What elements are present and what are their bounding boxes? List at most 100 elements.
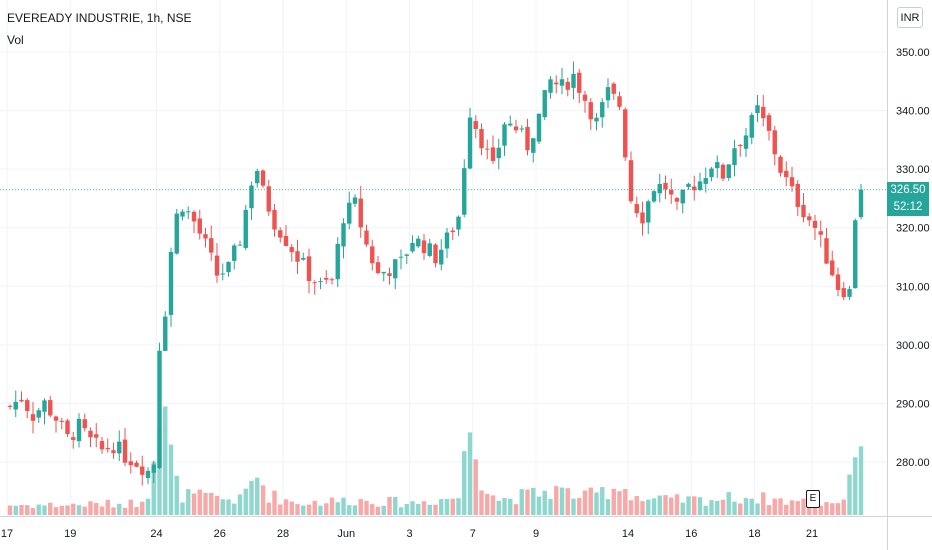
- last-price-label: 326.50: [887, 181, 929, 199]
- volume-bar: [830, 503, 835, 515]
- x-tick-label: 21: [806, 528, 818, 540]
- volume-bar: [88, 501, 93, 515]
- volume-bar: [674, 494, 680, 515]
- candle-body: [30, 414, 36, 421]
- volume-bar: [439, 499, 444, 515]
- candle-body: [784, 170, 789, 178]
- candle-body: [703, 178, 708, 184]
- candle-body: [76, 418, 82, 442]
- volume-bar: [226, 499, 231, 515]
- candle-body: [427, 243, 432, 256]
- volume-bar: [36, 504, 41, 515]
- candle-body: [433, 244, 438, 264]
- candle-body: [456, 216, 461, 230]
- x-tick-label: 24: [150, 528, 162, 540]
- volume-bar: [145, 498, 151, 515]
- volume-bar: [301, 505, 306, 515]
- candlesticks: [0, 61, 887, 486]
- candle-body: [847, 289, 852, 297]
- volume-bar: [858, 446, 864, 515]
- y-tick-label: 290.00: [896, 398, 930, 410]
- volume-bar: [180, 502, 185, 515]
- candle-body: [335, 243, 340, 280]
- candle-body: [513, 126, 519, 131]
- x-tick-label: 26: [214, 528, 226, 540]
- candle-body: [289, 247, 294, 253]
- volume-bar: [42, 505, 47, 515]
- candle-body: [237, 244, 243, 246]
- volume-bar: [651, 498, 657, 515]
- candle-body: [145, 470, 151, 478]
- candle-body: [853, 220, 858, 289]
- volume-bar: [479, 490, 484, 515]
- volume-bar: [709, 500, 714, 515]
- volume-bar: [7, 505, 13, 515]
- x-tick-label: 14: [622, 528, 634, 540]
- candle-body: [554, 82, 559, 85]
- volume-bar: [732, 501, 737, 515]
- volume-bar: [577, 498, 582, 515]
- candle-body: [743, 135, 749, 149]
- time-axis[interactable]: 17 19 24 26 28 Jun 3 7 9 14 16 18 21: [0, 516, 932, 541]
- earnings-marker[interactable]: E: [806, 490, 820, 508]
- currency-button[interactable]: INR: [897, 7, 923, 28]
- candle-body: [71, 437, 76, 440]
- volume-bar: [364, 500, 369, 515]
- volume-bar: [669, 497, 674, 515]
- y-tick-label: 300.00: [896, 340, 930, 352]
- candle-body: [755, 105, 760, 114]
- candle-body: [226, 261, 231, 272]
- x-tick-label: 17: [1, 528, 13, 540]
- volume-bar: [128, 499, 133, 515]
- candle-body: [370, 246, 375, 264]
- candle-body: [559, 79, 565, 86]
- volume-bar: [249, 480, 254, 515]
- candle-body: [663, 182, 668, 190]
- candle-body: [312, 282, 317, 284]
- candle-body: [163, 316, 168, 351]
- candle-body: [59, 420, 64, 422]
- candle-body: [651, 191, 657, 202]
- volume-bar: [818, 505, 823, 515]
- symbol-title[interactable]: EVEREADY INDUSTRIE, 1h, NSE: [7, 11, 192, 25]
- candle-body: [669, 189, 674, 195]
- volume-bar: [255, 477, 260, 515]
- candle-body: [577, 72, 582, 93]
- volume-bar: [117, 503, 122, 515]
- candle-body: [140, 466, 145, 475]
- volume-bar: [686, 496, 691, 515]
- volume-bar: [444, 498, 450, 515]
- candle-body: [841, 288, 846, 298]
- candle-body: [220, 273, 225, 275]
- y-tick-label: 310.00: [896, 281, 930, 293]
- volume-bar: [111, 507, 116, 515]
- volume-bar: [582, 490, 588, 515]
- candle-body: [709, 168, 714, 178]
- volume-bar: [237, 494, 243, 515]
- volume-bar: [272, 490, 277, 515]
- volume-bar: [306, 504, 312, 515]
- candle-body: [594, 117, 599, 122]
- volume-bars: [7, 406, 864, 515]
- volume-bar: [203, 492, 208, 515]
- volume-bar: [513, 504, 519, 515]
- volume-bar: [168, 444, 174, 515]
- candle-body: [617, 96, 622, 107]
- candle-body: [421, 240, 427, 254]
- volume-legend-label[interactable]: Vol: [7, 33, 24, 47]
- volume-bar: [174, 475, 179, 515]
- candle-body: [209, 238, 214, 253]
- volume-bar: [778, 498, 783, 515]
- volume-bar: [496, 501, 501, 515]
- volume-bar: [410, 501, 415, 515]
- candle-body: [807, 216, 812, 221]
- candle-body: [536, 113, 542, 142]
- candle-body: [732, 148, 737, 166]
- candle-body: [278, 230, 283, 238]
- y-tick-label: 330.00: [896, 164, 930, 176]
- volume-bar: [772, 498, 777, 515]
- candle-body: [657, 183, 662, 194]
- volume-bar: [853, 457, 858, 515]
- price-axis[interactable]: 350.00 340.00 330.00 320.00 310.00 300.00 290.…: [887, 0, 930, 550]
